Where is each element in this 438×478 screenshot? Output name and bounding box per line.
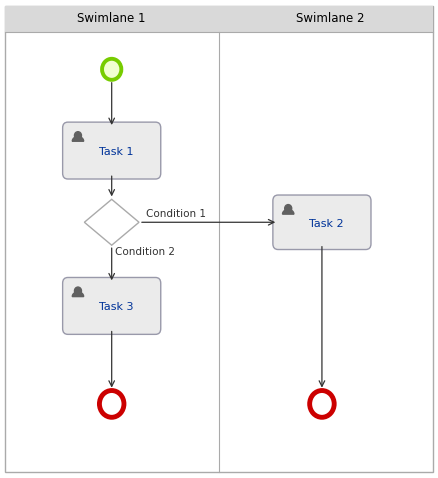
Circle shape xyxy=(285,205,292,212)
Text: Swimlane 2: Swimlane 2 xyxy=(297,12,365,25)
FancyBboxPatch shape xyxy=(5,6,433,472)
Polygon shape xyxy=(72,137,84,141)
Text: Condition 1: Condition 1 xyxy=(145,209,205,219)
FancyBboxPatch shape xyxy=(63,122,161,179)
Polygon shape xyxy=(85,199,139,245)
Circle shape xyxy=(74,287,81,294)
Text: Task 3: Task 3 xyxy=(99,303,133,312)
Circle shape xyxy=(310,391,334,417)
Polygon shape xyxy=(283,209,294,214)
Text: Task 2: Task 2 xyxy=(309,219,344,228)
Circle shape xyxy=(99,391,124,417)
FancyBboxPatch shape xyxy=(273,195,371,250)
Polygon shape xyxy=(72,292,84,296)
Circle shape xyxy=(74,131,81,140)
Circle shape xyxy=(102,59,121,80)
FancyBboxPatch shape xyxy=(63,277,161,335)
Text: Task 1: Task 1 xyxy=(99,147,133,157)
FancyBboxPatch shape xyxy=(5,6,433,32)
Text: Swimlane 1: Swimlane 1 xyxy=(78,12,146,25)
Text: Condition 2: Condition 2 xyxy=(115,247,175,257)
